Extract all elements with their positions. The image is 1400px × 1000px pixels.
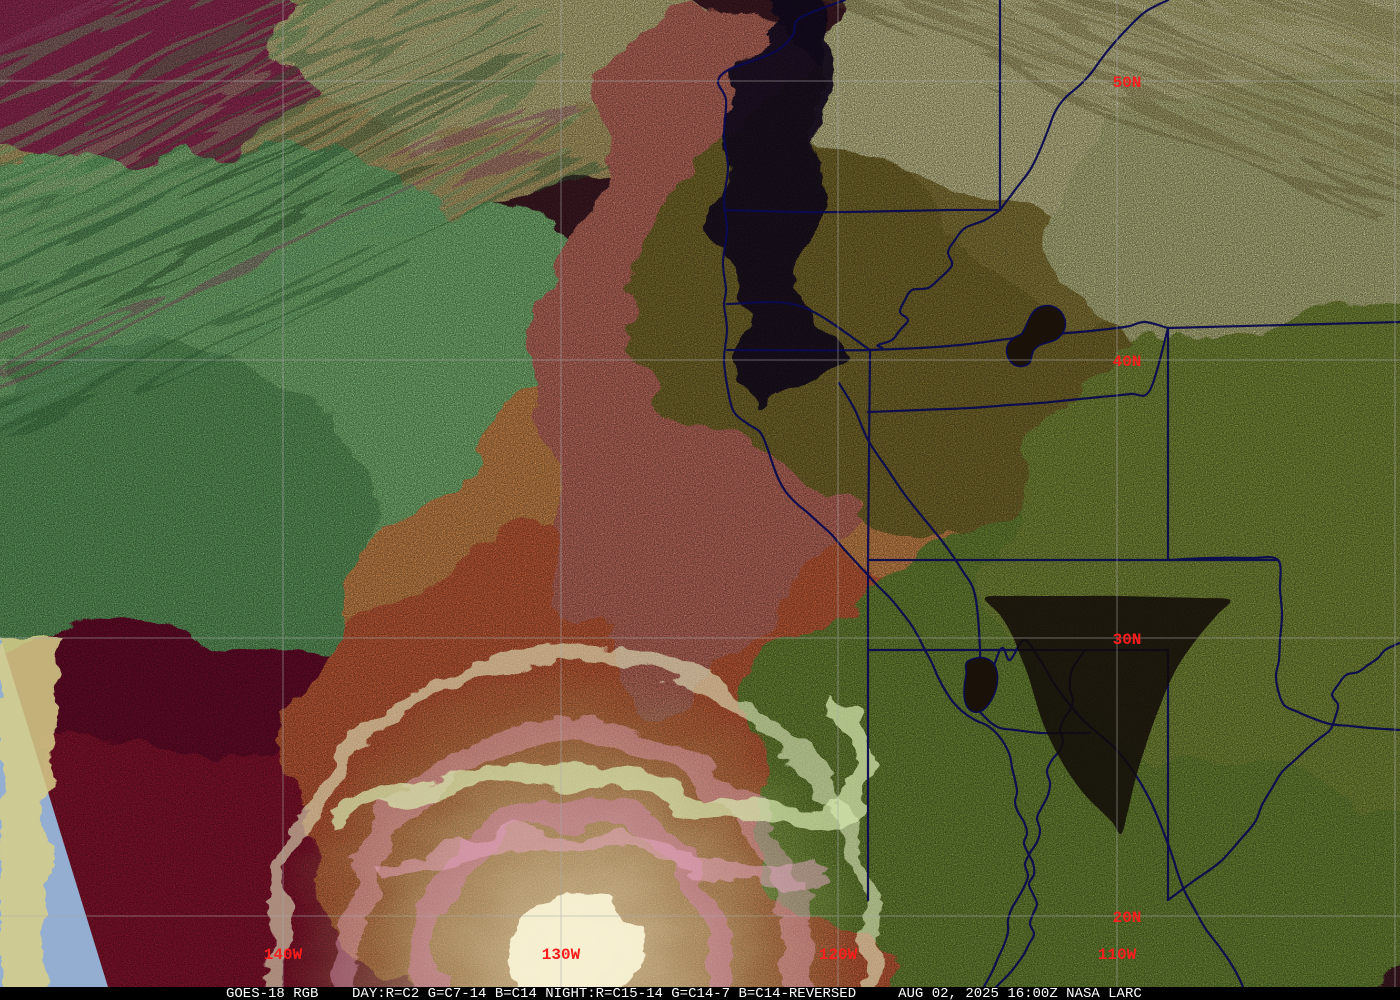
svg-text:50N: 50N (1113, 74, 1142, 92)
svg-text:20N: 20N (1113, 909, 1142, 927)
svg-text:140W: 140W (264, 946, 303, 964)
svg-text:GOES-18 RGB DAY:R=C2 G=C7-1: GOES-18 RGB DAY:R=C2 G=C7-14 B=C14 NIGHT… (226, 986, 1142, 1000)
svg-text:30N: 30N (1113, 631, 1142, 649)
svg-text:110W: 110W (1098, 946, 1137, 964)
svg-text:120W: 120W (819, 946, 858, 964)
svg-text:130W: 130W (542, 946, 581, 964)
svg-text:40N: 40N (1113, 353, 1142, 371)
